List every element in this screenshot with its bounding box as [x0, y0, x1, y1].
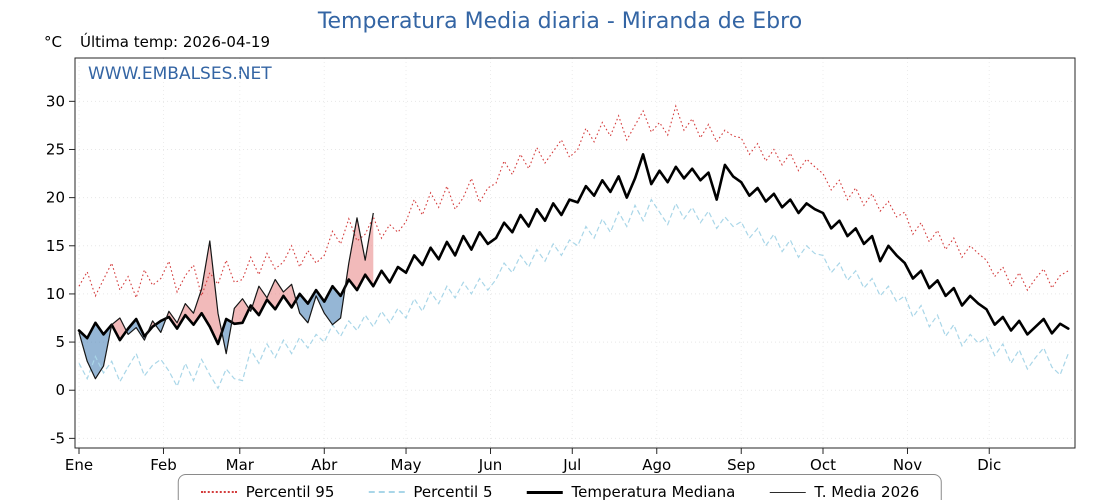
- legend-line-sample: [368, 491, 405, 493]
- legend-item-percentil-95: Percentil 95: [200, 483, 335, 500]
- y-axis-unit-label: °C: [44, 33, 62, 51]
- y-tick-label: 0: [55, 381, 65, 399]
- x-tick-label: Ene: [65, 456, 93, 474]
- percentil5-line: [78, 198, 1069, 390]
- chart-legend: Percentil 95 Percentil 5 Temperatura Media…: [177, 474, 943, 500]
- x-tick-label: Mar: [226, 456, 255, 474]
- x-tick-label: Ago: [642, 456, 671, 474]
- mediana-line: [77, 153, 1070, 346]
- legend-item-temperatura-mediana: Temperatura Mediana: [526, 483, 735, 500]
- fill-below-median: [155, 318, 167, 333]
- x-tick-label: Feb: [150, 456, 177, 474]
- watermark-text: WWW.EMBALSES.NET: [88, 64, 272, 84]
- y-tick-label: -5: [50, 429, 65, 447]
- legend-line-sample: [200, 491, 237, 493]
- chart-title: Temperatura Media diaria - Miranda de Eb…: [317, 9, 803, 34]
- fill-above-median: [166, 241, 222, 344]
- y-tick-label: 10: [46, 285, 65, 303]
- percentil95-line: [78, 104, 1069, 300]
- x-tick-label: Oct: [810, 456, 836, 474]
- plot-frame: [74, 57, 1076, 449]
- legend-item-t-media-2026: T. Media 2026: [769, 483, 919, 500]
- legend-label: Percentil 95: [245, 483, 335, 500]
- legend-line-sample: [526, 490, 563, 494]
- y-tick-label: 20: [46, 189, 65, 207]
- x-tick-label: May: [391, 456, 422, 474]
- x-tick-label: Nov: [893, 456, 922, 474]
- y-tick-label: 5: [55, 333, 65, 351]
- t-media-2026-line: [78, 212, 374, 380]
- legend-label: Temperatura Mediana: [571, 483, 736, 500]
- y-tick-label: 15: [46, 237, 65, 255]
- last-temp-label: Última temp: 2026-04-19: [80, 33, 271, 51]
- y-tick-label: 25: [46, 140, 65, 158]
- y-tick-label: 30: [46, 92, 65, 110]
- x-tick-label: Jun: [478, 456, 502, 474]
- x-tick-label: Abr: [311, 456, 338, 474]
- legend-label: Percentil 5: [413, 483, 493, 500]
- x-tick-label: Dic: [977, 456, 1001, 474]
- legend-label: T. Media 2026: [814, 483, 920, 500]
- legend-item-percentil-5: Percentil 5: [368, 483, 492, 500]
- x-tick-label: Jul: [562, 456, 581, 474]
- legend-line-sample: [769, 491, 806, 493]
- x-tick-label: Sep: [727, 456, 755, 474]
- fill-above-median: [345, 213, 374, 291]
